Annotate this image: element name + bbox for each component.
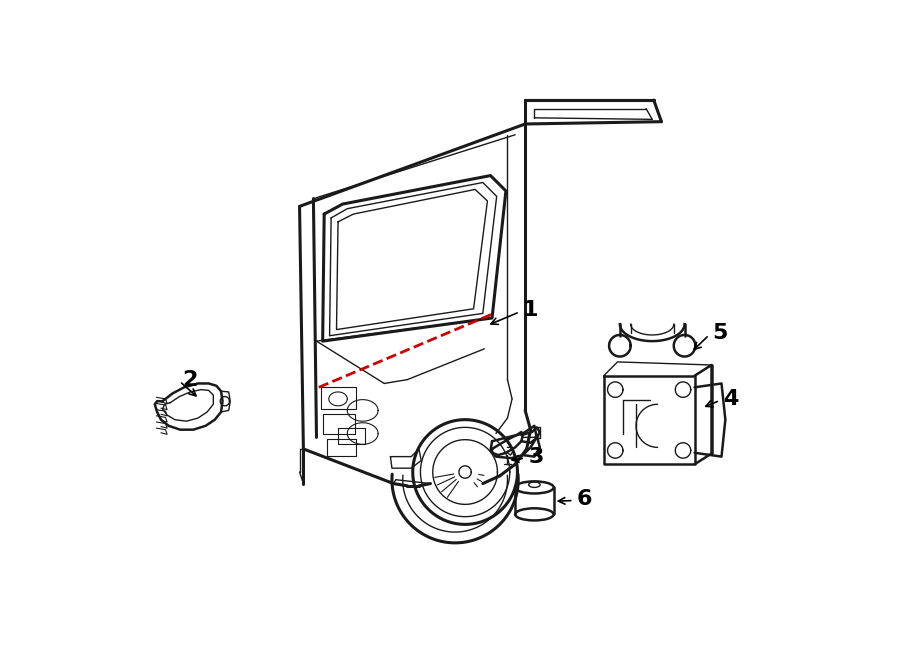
Text: 3: 3 xyxy=(528,447,544,467)
Text: 1: 1 xyxy=(523,300,538,321)
Text: 6: 6 xyxy=(577,489,592,509)
Text: 4: 4 xyxy=(723,389,738,409)
Text: 2: 2 xyxy=(183,369,198,389)
Text: 5: 5 xyxy=(712,323,727,344)
